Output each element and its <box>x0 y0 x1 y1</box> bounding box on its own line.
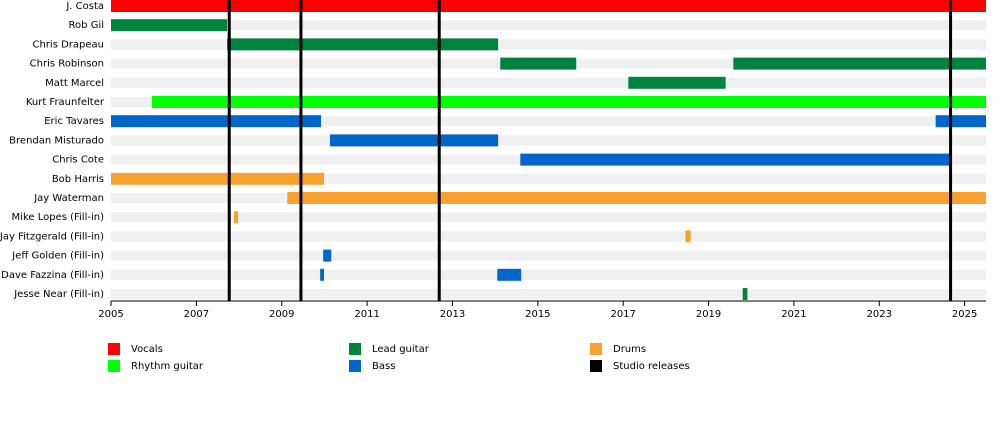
row-label: Jay Waterman <box>33 193 104 204</box>
member-bar <box>685 230 691 243</box>
x-tick-label: 2013 <box>440 309 465 320</box>
row-stripe <box>111 135 986 146</box>
member-bar <box>320 268 324 281</box>
member-bar <box>497 268 522 281</box>
row-stripe <box>111 20 986 31</box>
row-label: Chris Drapeau <box>32 39 104 50</box>
legend-swatch <box>349 360 361 372</box>
x-tick-label: 2007 <box>184 309 209 320</box>
member-bar <box>323 249 332 262</box>
member-bar <box>935 115 986 128</box>
member-bar <box>111 0 986 12</box>
member-bar <box>500 57 577 70</box>
legend-label: Rhythm guitar <box>131 361 204 372</box>
legend-swatch <box>349 343 361 355</box>
legend-label: Vocals <box>131 344 163 355</box>
row-stripe <box>111 116 986 127</box>
x-tick-label: 2023 <box>867 309 892 320</box>
row-label: Rob Gil <box>69 20 104 31</box>
row-label: Jesse Near (Fill-in) <box>13 289 104 300</box>
member-bar <box>520 153 951 166</box>
member-bar <box>227 38 499 51</box>
row-label: Bob Harris <box>52 174 104 185</box>
member-bar <box>111 115 321 128</box>
row-label: Mike Lopes (Fill-in) <box>12 212 105 223</box>
legend-swatch <box>108 360 120 372</box>
row-stripe <box>111 289 986 299</box>
row-label: Matt Marcel <box>45 78 104 89</box>
row-stripe <box>111 173 986 184</box>
row-stripe <box>111 269 986 280</box>
member-bar <box>628 76 726 89</box>
row-stripe <box>111 212 986 223</box>
legend-label: Drums <box>613 344 646 355</box>
member-bar <box>733 57 986 70</box>
row-stripe <box>111 39 986 50</box>
legend-swatch <box>108 343 120 355</box>
row-label: Kurt Fraunfelter <box>26 97 105 108</box>
member-bar <box>151 96 987 108</box>
x-tick-label: 2017 <box>610 309 635 320</box>
x-tick-label: 2005 <box>98 309 123 320</box>
row-stripe <box>111 77 986 88</box>
member-bar <box>329 134 499 147</box>
row-stripe <box>111 231 986 242</box>
legend-label: Studio releases <box>613 361 690 372</box>
x-tick-label: 2011 <box>354 309 379 320</box>
row-label: Chris Cote <box>52 155 104 166</box>
legend-swatch <box>590 343 602 355</box>
x-tick-label: 2015 <box>525 309 550 320</box>
legend-label: Lead guitar <box>372 344 430 355</box>
member-bar <box>111 19 228 32</box>
legend-label: Bass <box>372 361 395 372</box>
row-label: Eric Tavares <box>44 116 104 127</box>
member-bar <box>111 172 324 185</box>
legend-swatch <box>590 360 602 372</box>
row-label: J. Costa <box>65 1 104 12</box>
x-tick-label: 2009 <box>269 309 294 320</box>
row-label: Jay Fitzgerald (Fill-in) <box>0 231 104 242</box>
member-bar <box>742 288 748 300</box>
x-tick-label: 2019 <box>696 309 721 320</box>
row-stripe <box>111 250 986 261</box>
row-label: Jeff Golden (Fill-in) <box>11 251 104 262</box>
row-label: Dave Fazzina (Fill-in) <box>1 270 104 281</box>
row-label: Chris Robinson <box>30 59 104 70</box>
row-label: Brendan Misturado <box>9 135 104 146</box>
x-tick-label: 2025 <box>952 309 977 320</box>
x-tick-label: 2021 <box>781 309 806 320</box>
member-bar <box>287 192 986 204</box>
member-bar <box>233 211 239 224</box>
